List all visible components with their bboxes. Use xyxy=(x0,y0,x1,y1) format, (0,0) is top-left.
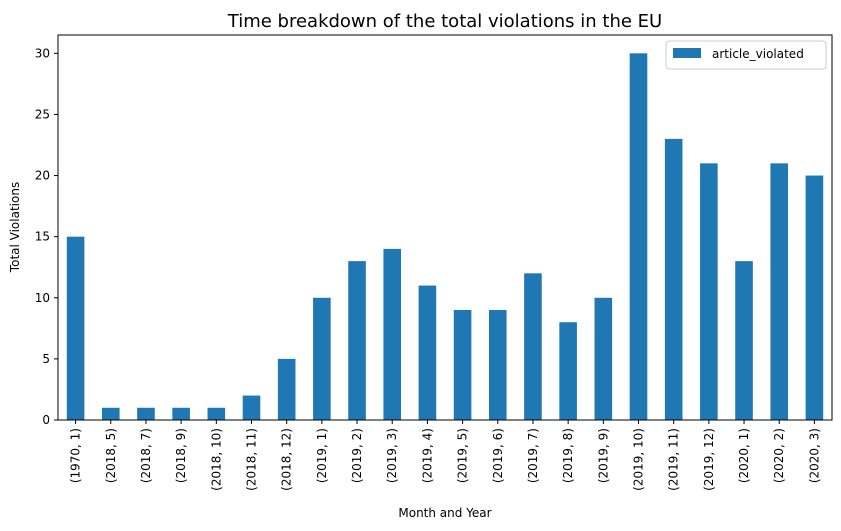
y-tick-label: 15 xyxy=(35,230,50,244)
x-tick-label: (2018, 5) xyxy=(104,428,118,483)
y-tick-label: 5 xyxy=(42,352,50,366)
x-tick-label: (2019, 9) xyxy=(596,428,610,483)
y-tick-label: 30 xyxy=(35,46,50,60)
x-tick-label: (2019, 1) xyxy=(315,428,329,483)
bar xyxy=(207,407,226,420)
bar xyxy=(383,248,402,420)
x-tick-label: (2019, 3) xyxy=(385,428,399,483)
x-tick-label: (1970, 1) xyxy=(69,428,83,483)
x-tick-label: (2019, 7) xyxy=(526,428,540,483)
bar xyxy=(453,310,472,420)
legend-label: article_violated xyxy=(712,47,804,61)
x-axis-label: Month and Year xyxy=(398,506,491,520)
bar xyxy=(488,310,507,420)
x-tick-label: (2020, 1) xyxy=(737,428,751,483)
x-tick-label: (2020, 2) xyxy=(772,428,786,483)
y-axis-label: Total Violations xyxy=(8,182,22,273)
bar xyxy=(66,236,85,420)
bar xyxy=(418,285,437,420)
bar xyxy=(594,297,613,420)
plot-frame xyxy=(57,34,833,421)
x-tick-label: (2019, 4) xyxy=(420,428,434,483)
bar xyxy=(735,261,753,420)
bar xyxy=(664,138,683,420)
bars xyxy=(66,53,824,421)
bar xyxy=(242,395,261,420)
bar xyxy=(137,407,155,420)
bar xyxy=(101,407,120,420)
y-tick-label: 25 xyxy=(35,107,50,121)
bar xyxy=(524,273,542,420)
chart-title: Time breakdown of the total violations i… xyxy=(227,11,662,32)
x-tick-label: (2018, 12) xyxy=(280,428,294,491)
bar xyxy=(629,53,648,420)
y-tick-label: 20 xyxy=(35,169,50,183)
x-tick-label: (2019, 2) xyxy=(350,428,364,483)
bar xyxy=(277,358,296,420)
y-tick-label: 0 xyxy=(42,413,50,427)
y-tick-label: 10 xyxy=(35,291,50,305)
x-tick-label: (2018, 7) xyxy=(139,428,153,483)
bar xyxy=(770,163,789,421)
y-axis-ticks: 0 5 10 15 20 25 30 xyxy=(35,46,58,427)
bar xyxy=(313,297,331,420)
x-tick-label: (2019, 12) xyxy=(702,428,716,491)
bar xyxy=(700,163,718,421)
x-tick-label: (2019, 6) xyxy=(491,428,505,483)
bar xyxy=(348,261,366,420)
legend: article_violated xyxy=(665,40,827,70)
legend-swatch xyxy=(673,48,701,58)
x-tick-label: (2019, 11) xyxy=(667,428,681,491)
x-tick-label: (2018, 9) xyxy=(174,428,188,483)
legend-frame xyxy=(665,40,827,70)
bar xyxy=(559,322,577,420)
x-tick-label: (2018, 10) xyxy=(209,428,223,491)
x-tick-label: (2019, 10) xyxy=(632,428,646,491)
x-tick-label: (2019, 8) xyxy=(561,428,575,483)
bar xyxy=(805,175,824,420)
x-tick-label: (2018, 11) xyxy=(245,428,259,491)
x-tick-label: (2019, 5) xyxy=(456,428,470,483)
x-axis-ticks: (1970, 1) (2018, 5) (2018, 7) (2018, 9) (201… xyxy=(69,420,821,491)
x-tick-label: (2020, 3) xyxy=(807,428,821,483)
bar xyxy=(172,407,190,420)
